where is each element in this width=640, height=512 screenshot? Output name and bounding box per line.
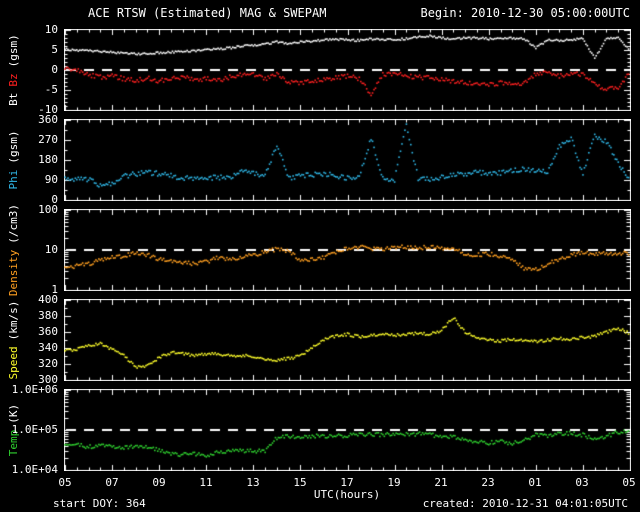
y-tick-label: 360 <box>38 113 58 126</box>
y-tick-label: 100 <box>38 203 58 216</box>
y-tick-label: 270 <box>38 133 58 146</box>
x-tick-label: 19 <box>387 476 401 489</box>
y-tick-label: 360 <box>38 325 58 338</box>
y-tick-label: 0 <box>51 193 58 206</box>
x-tick-label: 11 <box>199 476 213 489</box>
y-tick-label: 1.0E+04 <box>11 463 58 476</box>
phi-plot-canvas <box>64 119 631 201</box>
x-tick-label: 13 <box>246 476 260 489</box>
y-tick-label: 1 <box>51 283 58 296</box>
x-tick-label: 05 <box>58 476 72 489</box>
mag-plot-canvas <box>64 29 631 111</box>
y-tick-label: 180 <box>38 153 58 166</box>
temp-plot-canvas <box>64 389 631 471</box>
x-tick-label: 03 <box>575 476 589 489</box>
density-plot-canvas <box>64 209 631 291</box>
y-tick-label: 10 <box>44 23 58 36</box>
y-tick-label: 1.0E+05 <box>11 423 58 436</box>
x-tick-label: 05 <box>622 476 636 489</box>
y-tick-label: 90 <box>44 173 58 186</box>
x-tick-label: 23 <box>481 476 495 489</box>
x-tick-label: 15 <box>293 476 307 489</box>
created-timestamp: created: 2010-12-31 04:01:05UTC <box>422 497 628 510</box>
y-tick-label: 380 <box>38 309 58 322</box>
y-tick-label: 0 <box>51 63 58 76</box>
y-tick-label: 5 <box>51 43 58 56</box>
x-axis-title: UTC(hours) <box>313 488 381 501</box>
x-tick-label: 17 <box>340 476 354 489</box>
begin-timestamp: Begin: 2010-12-30 05:00:00UTC <box>420 6 630 20</box>
y-tick-label: -10 <box>38 103 58 116</box>
start-doy-text: start DOY: 364 <box>53 497 146 510</box>
y-tick-label: 320 <box>38 357 58 370</box>
temp-unit-label: (K) <box>7 403 20 424</box>
y-tick-label: 10 <box>44 243 58 256</box>
x-tick-label: 01 <box>528 476 542 489</box>
y-tick-label: 1.0E+06 <box>11 383 58 396</box>
y-tick-label: 340 <box>38 341 58 354</box>
x-tick-label: 21 <box>434 476 448 489</box>
plot-title: ACE RTSW (Estimated) MAG & SWEPAM <box>88 6 327 20</box>
y-tick-label: -5 <box>44 83 58 96</box>
speed-plot-canvas <box>64 299 631 381</box>
y-tick-label: 300 <box>38 373 58 386</box>
x-tick-label: 09 <box>152 476 166 489</box>
y-tick-label: 400 <box>38 293 58 306</box>
x-tick-label: 07 <box>105 476 119 489</box>
